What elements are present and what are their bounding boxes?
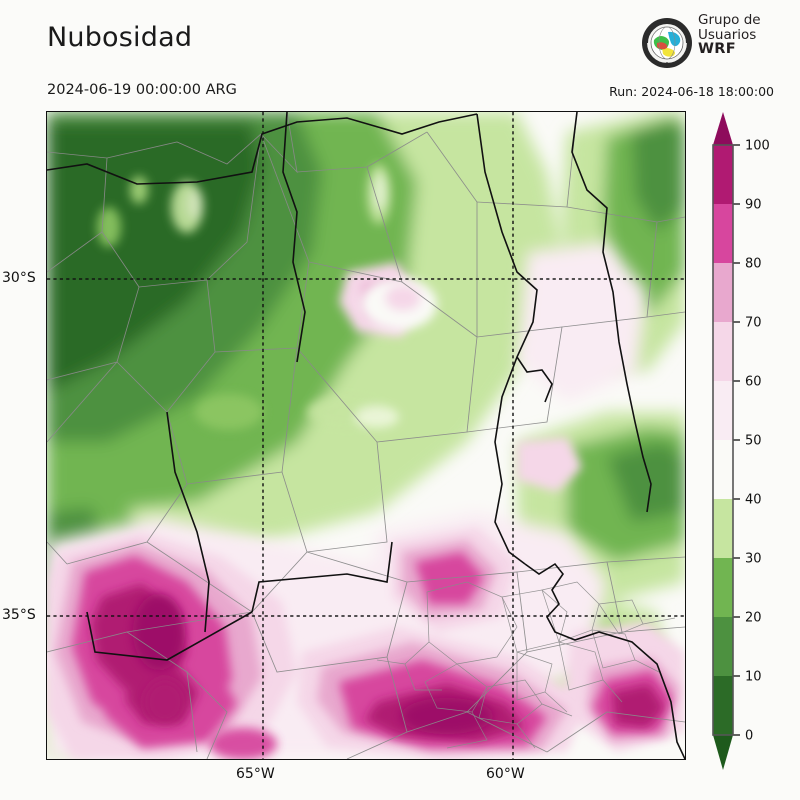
colorbar-band-80-90 xyxy=(713,204,733,263)
colorbar-band-90-100 xyxy=(713,145,733,204)
colorbar-band-70-80 xyxy=(713,263,733,322)
brand-line-2: Usuarios xyxy=(698,26,757,43)
colorbar-svg: 0 10 20 30 40 50 60 70 80 90 100 xyxy=(712,112,770,770)
colorbar-band-60-70 xyxy=(713,322,733,381)
globe-seal-icon xyxy=(642,18,692,68)
brand-logo: Grupo de Usuarios WRF xyxy=(640,13,790,72)
colorbar-extend-max xyxy=(713,112,733,145)
axis-label-lat-30: 30°S xyxy=(2,270,36,286)
brand-logo-text: Grupo de Usuarios WRF xyxy=(698,13,761,57)
page-title: Nubosidad xyxy=(47,22,193,53)
colorbar-tick-label-80: 80 xyxy=(745,257,762,272)
colorbar-band-0-10 xyxy=(713,676,733,735)
colorbar-tick-label-100: 100 xyxy=(745,139,770,154)
colorbar-tick-label-90: 90 xyxy=(745,198,762,213)
colorbar-tick-label-10: 10 xyxy=(745,670,762,685)
axis-label-lon-60: 60°W xyxy=(486,766,525,782)
colorbar-tick-label-0: 0 xyxy=(745,729,753,744)
cloud-cover-heatmap xyxy=(47,112,685,759)
colorbar-band-40-50 xyxy=(713,440,733,499)
map-plot-area xyxy=(46,111,686,760)
colorbar-extend-min xyxy=(713,735,733,770)
colorbar-ticks: 0 10 20 30 40 50 60 70 80 90 100 xyxy=(733,139,770,744)
colorbar-tick-label-50: 50 xyxy=(745,434,762,449)
axis-label-lon-65: 65°W xyxy=(236,766,275,782)
run-time-label: Run: 2024-06-18 18:00:00 xyxy=(609,84,774,99)
colorbar-outline xyxy=(712,144,734,736)
brand-line-3: WRF xyxy=(698,41,736,58)
colorbar-tick-label-30: 30 xyxy=(745,552,762,567)
colorbar-tick-label-70: 70 xyxy=(745,316,762,331)
colorbar-band-50-60 xyxy=(713,381,733,440)
valid-time-label: 2024-06-19 00:00:00 ARG xyxy=(47,82,237,98)
colorbar-tick-label-20: 20 xyxy=(745,611,762,626)
colorbar-band-10-20 xyxy=(713,617,733,676)
axis-label-lat-35: 35°S xyxy=(2,607,36,623)
colorbar-tick-label-40: 40 xyxy=(745,493,762,508)
colorbar-tick-label-60: 60 xyxy=(745,375,762,390)
colorbar-bands xyxy=(713,112,733,770)
colorbar-band-30-40 xyxy=(713,499,733,558)
colorbar-band-20-30 xyxy=(713,558,733,617)
brand-line-1: Grupo de xyxy=(698,12,761,28)
